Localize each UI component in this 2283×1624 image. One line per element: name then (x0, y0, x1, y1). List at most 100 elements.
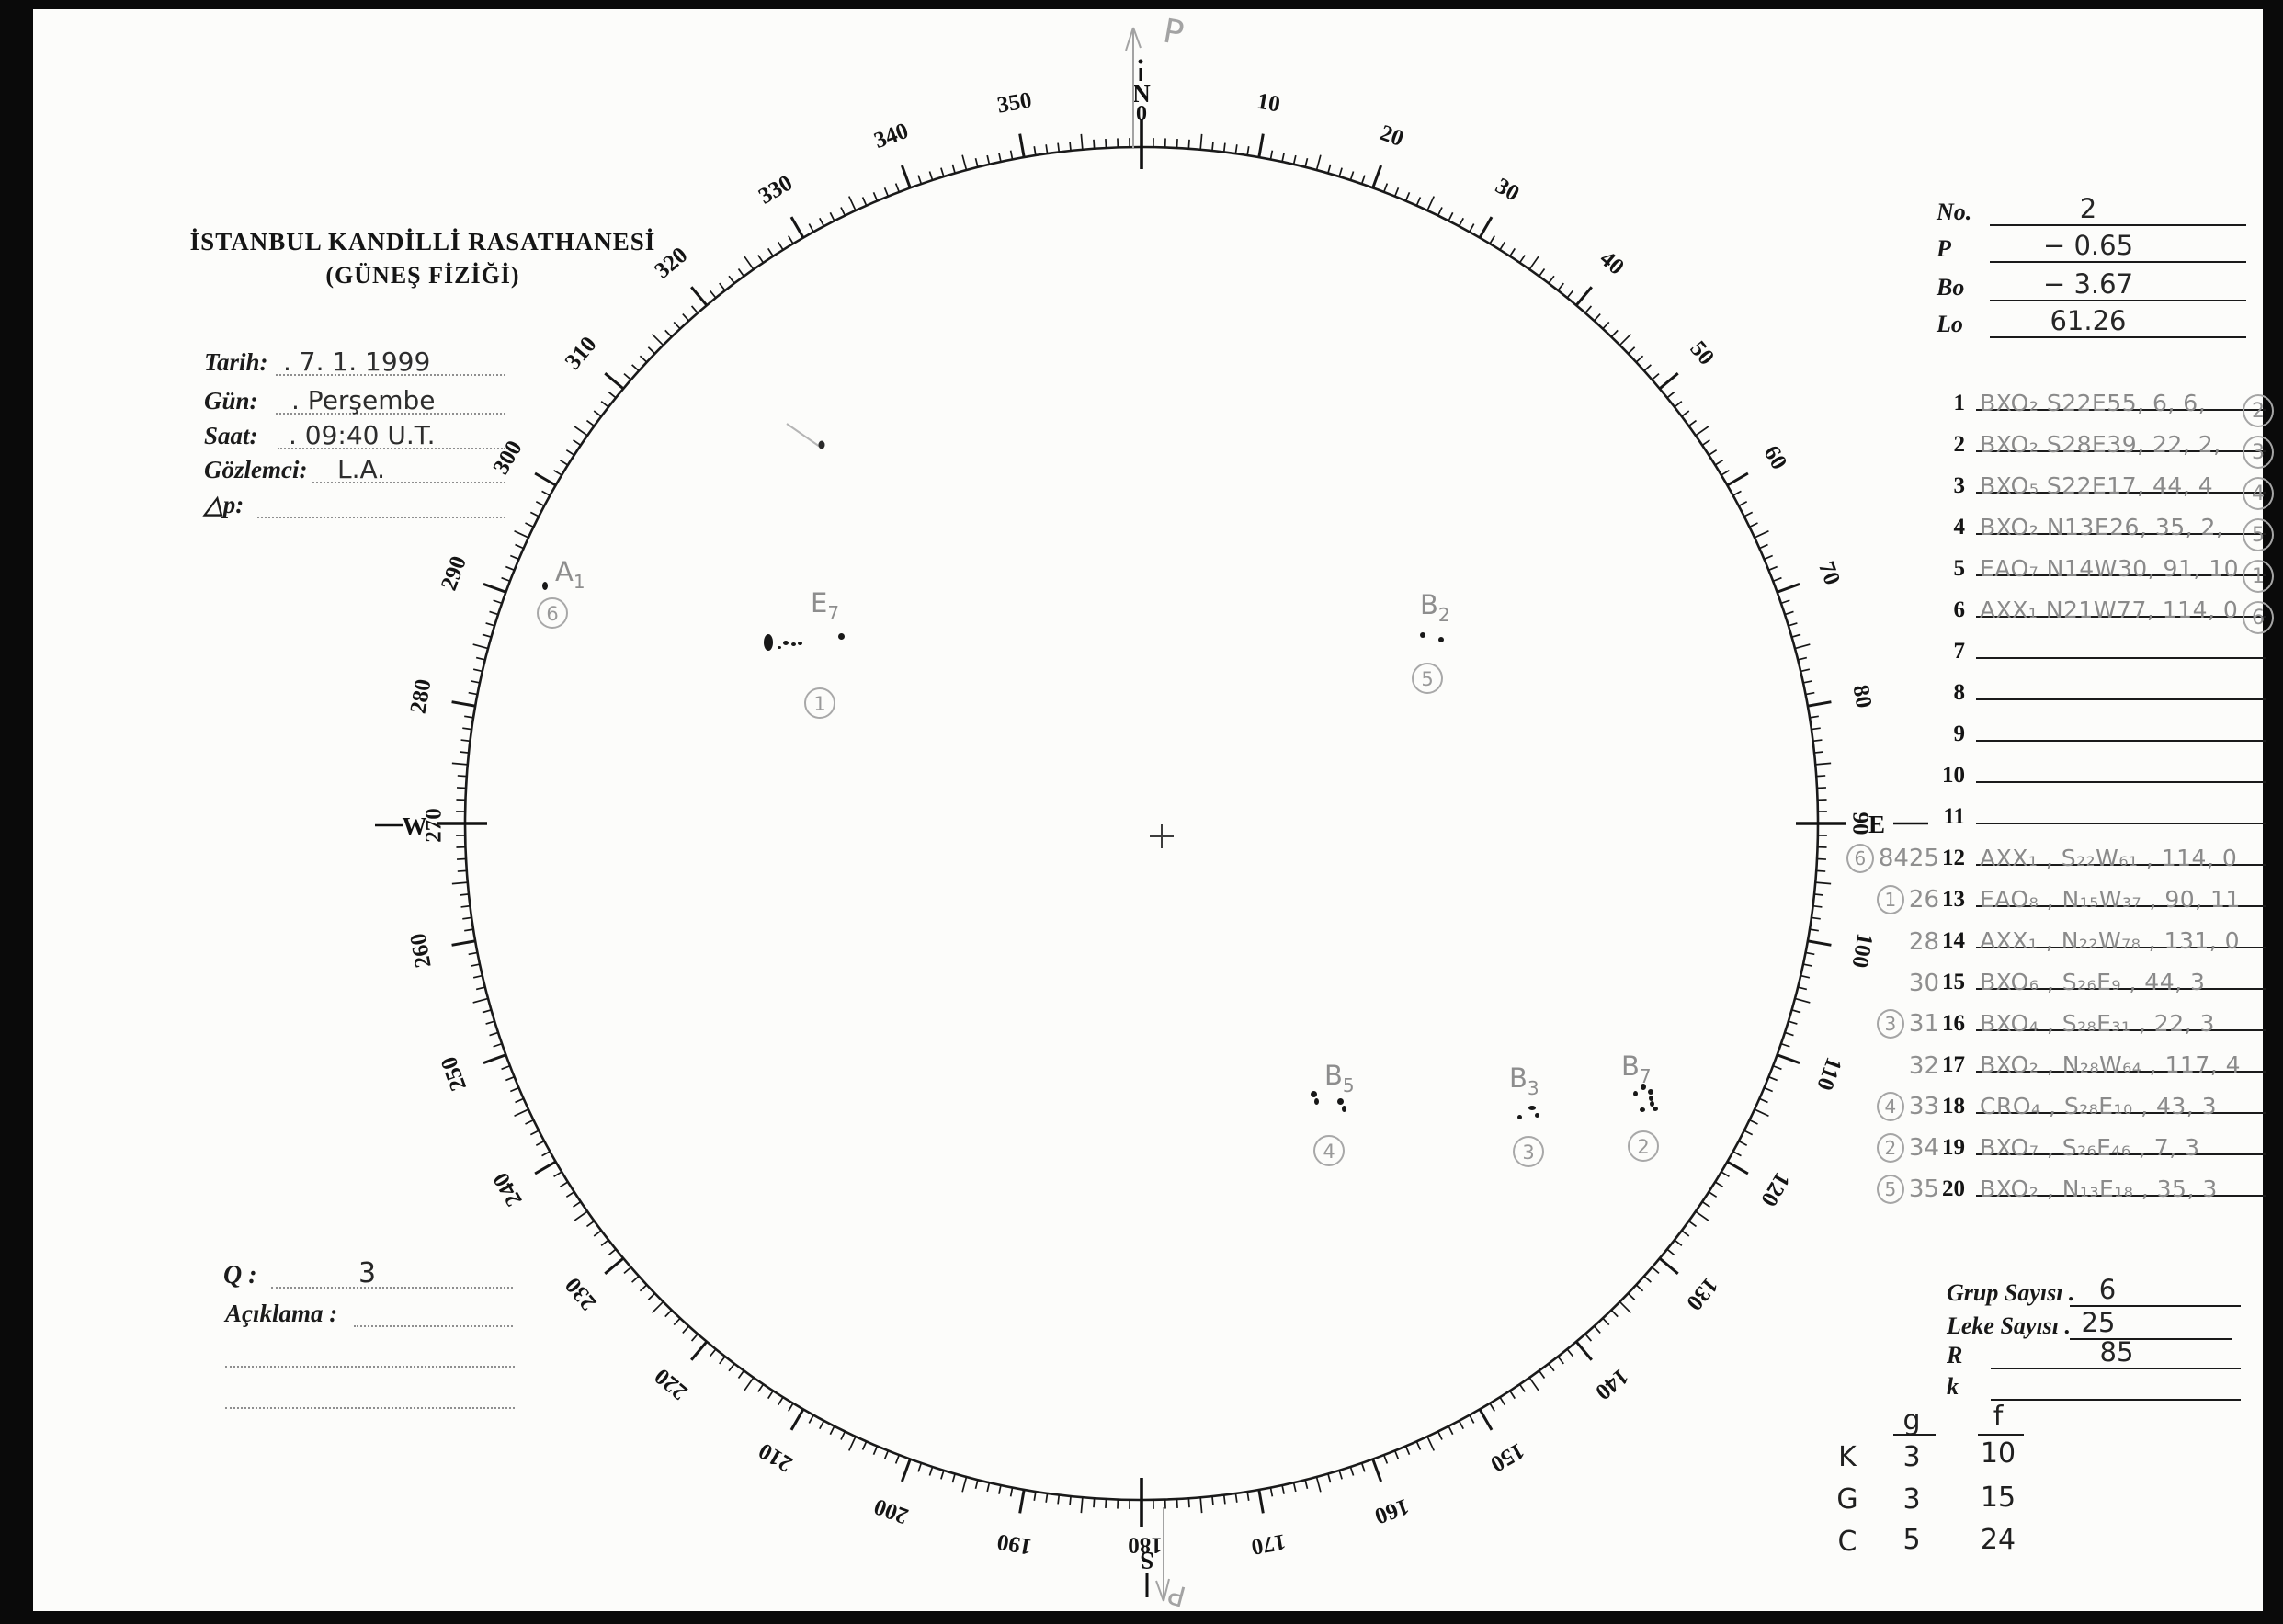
group-id-circle-B7 (1628, 1130, 1659, 1162)
rule-line (1976, 781, 2266, 783)
sunspot-B5 (1311, 1091, 1317, 1097)
field-bo-label: Bo (1937, 274, 1965, 301)
east-label: E (1868, 811, 1885, 838)
field-lo: Lo 61.26 (1937, 305, 2254, 342)
field-lo-label: Lo (1937, 311, 1963, 337)
rule-line (1976, 947, 2266, 948)
field-gozlemci-label: Gözlemci: (204, 456, 308, 483)
group-label-B7: B7 (1621, 1050, 1652, 1087)
row-number: 16 (1942, 1011, 1965, 1036)
group-id-circle-B2 (1412, 663, 1443, 694)
degree-label-10: 10 (1255, 89, 1282, 118)
dotted-line (271, 1287, 513, 1289)
group-entry-handwritten: BXO₂ , N₁₃E₁₈ , 35, 3 (1980, 1175, 2218, 1202)
row-prefix-number: 31 (1908, 1010, 1939, 1038)
list-row-12: 6 8425 12 AXX₁ , S₂₂W₆₁ , 114, 0 (1838, 831, 2270, 873)
rule-line (1976, 533, 2266, 535)
rule-line (1976, 1112, 2266, 1114)
degree-label-260: 260 (406, 931, 437, 970)
group-id-circled: 2 (2243, 394, 2274, 427)
field-tarih-value: . 7. 1. 1999 (283, 346, 431, 377)
row-number: 8 (1953, 680, 1966, 705)
degree-label-160: 160 (1371, 1493, 1412, 1528)
west-label: W (403, 812, 427, 840)
list-row-2: 2 BXO₂ S28E39, 22, 2, 3 (1838, 417, 2274, 469)
row-prefix-number: 33 (1908, 1093, 1939, 1120)
observatory-title: İSTANBUL KANDİLLİ RASATHANESİ (189, 228, 656, 256)
field-lo-value: 61.26 (2050, 305, 2127, 336)
row-number: 1 (1953, 391, 1966, 415)
degree-label-220: 220 (650, 1363, 692, 1404)
scan-border-left (0, 0, 33, 1624)
sunspot-E7 (778, 646, 781, 649)
field-leke-sayisi-label: Leke Sayısı . (1947, 1312, 2072, 1339)
dotted-line (225, 1366, 515, 1368)
group-entry-handwritten: BXO₅ S22E17, 44, 4 (1980, 472, 2214, 499)
field-r-value: 85 (2099, 1336, 2134, 1368)
row-prefix: 3 31 (1838, 1009, 1939, 1039)
field-grup-sayisi-label: Grup Sayısı . (1947, 1279, 2075, 1306)
row-number: 7 (1953, 639, 1966, 664)
degree-label-230: 230 (561, 1273, 602, 1315)
group-entry-handwritten: AXX₁ N21W77, 114, 0 (1980, 596, 2239, 623)
row-prefix: 6 8425 (1838, 844, 1939, 873)
field-saat-label: Saat: (204, 422, 258, 449)
degree-label-70: 70 (1813, 558, 1845, 588)
degree-label-290: 290 (437, 553, 471, 594)
sunspot-B7 (1653, 1107, 1658, 1111)
group-entry-handwritten: EAO₈ , N₁₅W₃₇ , 90, 11 (1980, 886, 2241, 913)
kgc-header-g-underline (1893, 1434, 1936, 1436)
field-p: P − 0.65 (1937, 230, 2254, 267)
group-label-B2: B2 (1420, 589, 1450, 626)
row-prefix-number: 26 (1908, 886, 1939, 914)
degree-label-140: 140 (1591, 1363, 1633, 1404)
degree-label-30: 30 (1491, 174, 1523, 207)
kgc-row-c-g: 5 (1902, 1524, 1921, 1556)
row-number: 3 (1953, 473, 1966, 498)
kgc-header-f-underline (1978, 1434, 2024, 1436)
degree-label-90: 90 (1848, 812, 1873, 835)
list-row-9: 9 (1838, 707, 2270, 749)
list-row-8: 8 (1838, 665, 2270, 708)
rule-line (1976, 864, 2266, 866)
field-bo: Bo − 3.67 (1937, 268, 2254, 305)
list-row-4: 4 BXO₂ N13E26, 35, 2, 5 (1838, 500, 2274, 551)
sunspot-B7 (1648, 1089, 1653, 1095)
row-number: 11 (1943, 804, 1965, 829)
field-r: R 85 (1947, 1336, 2250, 1371)
field-bo-value: − 3.67 (2042, 268, 2134, 300)
group-id-number-B5: 4 (1323, 1141, 1335, 1163)
degree-label-100: 100 (1846, 931, 1877, 970)
rule-line (1991, 1399, 2241, 1401)
sunspot-B7 (1633, 1091, 1638, 1096)
stray-pencil-mark (786, 423, 821, 448)
sunspot-B5 (1342, 1106, 1346, 1112)
degree-label-320: 320 (650, 243, 692, 284)
kgc-row-c-label: C (1837, 1526, 1857, 1558)
row-number: 5 (1953, 556, 1966, 581)
list-row-17: 32 17 BXO₂ , N₂₈W₆₄ , 117, 4 (1838, 1038, 2270, 1080)
rule-line (1976, 574, 2266, 576)
degree-label-200: 200 (871, 1493, 912, 1528)
sunspot-B7 (1640, 1107, 1645, 1112)
field-saat: Saat: . 09:40 U.T. (204, 419, 505, 452)
list-row-14: 28 14 AXX₁ , N₂₂W₇₈ , 131, 0 (1838, 914, 2270, 956)
group-entry-handwritten: BXO₇ , S₂₆E₄₆ , 7, 3 (1980, 1134, 2200, 1161)
field-no-label: No. (1937, 199, 1972, 225)
field-k: k (1947, 1369, 2250, 1403)
group-entry-handwritten: CRO₄ , S₂₈E₁₀ , 43, 3 (1980, 1093, 2218, 1119)
list-row-7: 7 (1838, 624, 2270, 666)
degree-label-250: 250 (437, 1053, 471, 1094)
row-prefix: 5 35 (1838, 1175, 1939, 1204)
degree-label-270: 270 (422, 808, 447, 843)
kgc-row-c-f: 24 (1980, 1524, 2016, 1556)
degree-label-0: 0 (1136, 102, 1147, 126)
sunspot-A1 (542, 582, 548, 590)
group-id-number-B2: 5 (1421, 668, 1433, 690)
sunspot-group-list: 1 BXO₂ S22E55, 6, 6, 2 2 BXO₂ S28E39, 22, 2,… (1838, 0, 2274, 1624)
group-entry-handwritten: AXX₁ , S₂₂W₆₁ , 114, 0 (1980, 845, 2238, 871)
degree-label-40: 40 (1595, 246, 1629, 280)
group-id-number-B3: 3 (1522, 1141, 1534, 1164)
row-number: 13 (1942, 887, 1965, 912)
